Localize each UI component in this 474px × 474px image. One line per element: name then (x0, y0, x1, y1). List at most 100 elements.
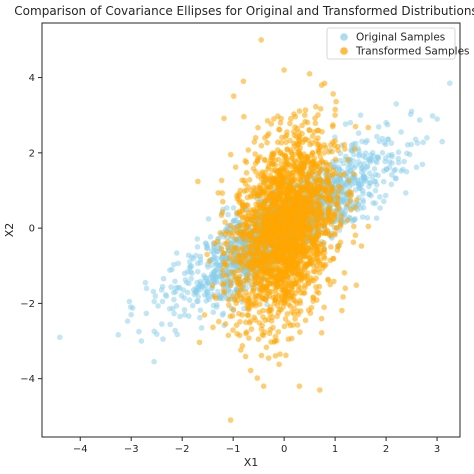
transformed-sample-point (244, 312, 251, 318)
transformed-sample-point (264, 118, 271, 124)
transformed-sample-point (304, 178, 311, 185)
transformed-sample-point (341, 270, 348, 276)
transformed-sample-point (230, 293, 236, 300)
transformed-sample-point (330, 167, 337, 173)
original-sample-point (151, 358, 157, 365)
transformed-sample-point (305, 232, 312, 239)
transformed-sample-point (238, 286, 244, 292)
transformed-sample-point (309, 170, 315, 176)
transformed-sample-point (294, 125, 301, 132)
transformed-sample-point (260, 332, 267, 339)
original-sample-point (353, 163, 359, 169)
transformed-sample-point (275, 156, 282, 163)
transformed-sample-point (294, 265, 301, 271)
transformed-sample-point (278, 251, 285, 258)
transformed-sample-point (219, 209, 226, 215)
transformed-sample-point (260, 255, 266, 262)
original-sample-point (124, 318, 131, 325)
original-sample-point (381, 198, 387, 205)
transformed-sample-point (273, 243, 279, 249)
transformed-sample-point (295, 211, 301, 218)
transformed-sample-point (311, 210, 317, 217)
original-sample-point (424, 135, 430, 141)
original-sample-point (143, 310, 150, 317)
transformed-sample-point (271, 116, 277, 122)
transformed-sample-point (277, 232, 283, 238)
original-sample-point (215, 288, 221, 295)
transformed-sample-point (348, 189, 355, 196)
transformed-sample-point (306, 127, 313, 133)
transformed-sample-point (279, 244, 286, 251)
y-tick-label: 0 (29, 224, 35, 235)
original-sample-point (171, 261, 177, 268)
original-sample-point (211, 244, 218, 251)
transformed-sample-point (338, 184, 344, 191)
original-sample-point (182, 277, 189, 283)
transformed-sample-point (264, 278, 271, 284)
x-tick-label: 2 (383, 444, 389, 455)
transformed-sample-point (331, 143, 338, 149)
transformed-sample-point (321, 80, 328, 87)
transformed-sample-point (227, 277, 234, 284)
transformed-sample-point (342, 285, 349, 292)
transformed-sample-point (272, 287, 279, 293)
transformed-sample-point (273, 200, 280, 206)
original-sample-point (406, 151, 413, 158)
original-sample-point (211, 250, 217, 256)
transformed-sample-point (246, 292, 252, 298)
original-sample-point (364, 164, 370, 171)
transformed-sample-point (223, 262, 230, 269)
original-sample-point (214, 266, 220, 273)
transformed-sample-point (302, 317, 309, 324)
chart-title: Comparison of Covariance Ellipses for Or… (14, 4, 474, 18)
transformed-sample-point (307, 310, 314, 316)
original-sample-point (171, 296, 177, 303)
original-sample-point (159, 298, 166, 305)
transformed-sample-point (305, 197, 311, 204)
transformed-sample-point (196, 339, 203, 346)
transformed-sample-point (206, 258, 212, 265)
x-tick-label: −4 (73, 444, 88, 455)
x-tick-label: 0 (281, 444, 287, 455)
transformed-sample-point (220, 198, 226, 205)
transformed-sample-point (329, 172, 336, 178)
original-sample-point (205, 294, 211, 300)
transformed-sample-point (318, 193, 324, 199)
transformed-sample-point (277, 149, 284, 155)
transformed-sample-point (214, 238, 221, 245)
transformed-sample-point (316, 243, 322, 250)
transformed-sample-point (276, 361, 282, 368)
transformed-sample-point (256, 320, 263, 326)
original-sample-point (159, 321, 165, 327)
transformed-sample-point (247, 318, 254, 324)
transformed-sample-point (239, 312, 246, 318)
transformed-sample-point (215, 190, 221, 196)
transformed-sample-point (294, 300, 300, 307)
transformed-sample-point (303, 209, 310, 215)
transformed-sample-point (251, 285, 257, 291)
transformed-sample-point (278, 284, 285, 290)
transformed-sample-point (234, 279, 240, 285)
transformed-sample-point (321, 249, 328, 256)
transformed-sample-point (259, 288, 266, 294)
transformed-sample-point (237, 187, 244, 194)
original-sample-point (395, 149, 402, 155)
transformed-sample-point (262, 244, 268, 250)
original-sample-point (370, 200, 377, 206)
transformed-sample-point (273, 249, 279, 256)
transformed-sample-point (316, 250, 323, 256)
original-sample-point (151, 328, 157, 335)
original-sample-point (380, 178, 387, 185)
transformed-sample-point (297, 178, 304, 184)
transformed-sample-point (326, 179, 332, 186)
transformed-sample-point (331, 213, 338, 219)
transformed-sample-point (251, 139, 258, 145)
transformed-sample-point (239, 245, 246, 251)
original-sample-point (366, 183, 372, 190)
original-sample-point (364, 137, 370, 144)
transformed-sample-point (253, 300, 259, 306)
transformed-sample-point (266, 130, 272, 137)
original-sample-point (197, 314, 203, 321)
original-sample-point (395, 159, 402, 166)
